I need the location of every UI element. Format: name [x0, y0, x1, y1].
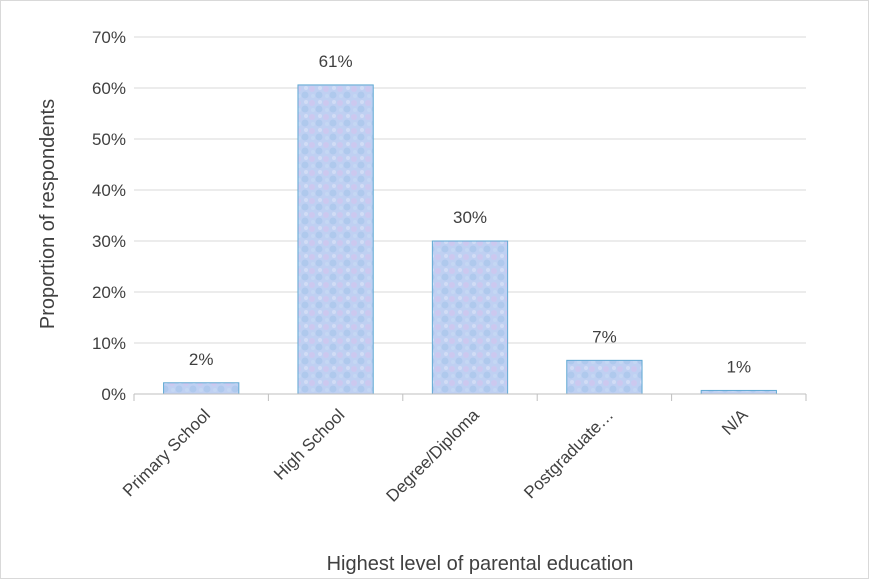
x-tick-label: High School — [270, 405, 348, 483]
x-tick-label: Postgraduate… — [520, 405, 617, 502]
bar-postgraduate — [566, 359, 643, 395]
bar-high-school — [297, 84, 374, 395]
y-tick-label: 40% — [92, 181, 126, 200]
y-tick-label: 0% — [101, 385, 126, 404]
bar-n-a — [700, 389, 777, 395]
data-label: 30% — [453, 208, 487, 227]
y-tick-label: 20% — [92, 283, 126, 302]
x-tick-label: Degree/Diploma — [383, 405, 484, 506]
y-tick-label: 30% — [92, 232, 126, 251]
y-tick-label: 10% — [92, 334, 126, 353]
data-labels: 2% 61% 30% 7% 1% — [189, 52, 751, 376]
x-tick-label: Primary School — [119, 405, 214, 500]
bar-primary-school — [163, 382, 240, 395]
x-tick-label: N/A — [718, 405, 752, 439]
data-label: 2% — [189, 350, 214, 369]
y-axis-title: Proportion of respondents — [37, 99, 59, 329]
bar-degree-diploma — [431, 240, 509, 395]
data-label: 1% — [727, 357, 752, 376]
tick-labels: 0% 10% 20% 30% 40% 50% 60% 70% Primary School Hig… — [92, 28, 752, 506]
data-label: 7% — [592, 327, 617, 346]
bars — [163, 84, 777, 395]
x-axis — [133, 393, 807, 401]
y-tick-label: 50% — [92, 130, 126, 149]
x-axis-title: Highest level of parental education — [327, 553, 634, 575]
y-tick-label: 70% — [92, 28, 126, 47]
y-tick-label: 60% — [92, 79, 126, 98]
data-label: 61% — [319, 52, 353, 71]
